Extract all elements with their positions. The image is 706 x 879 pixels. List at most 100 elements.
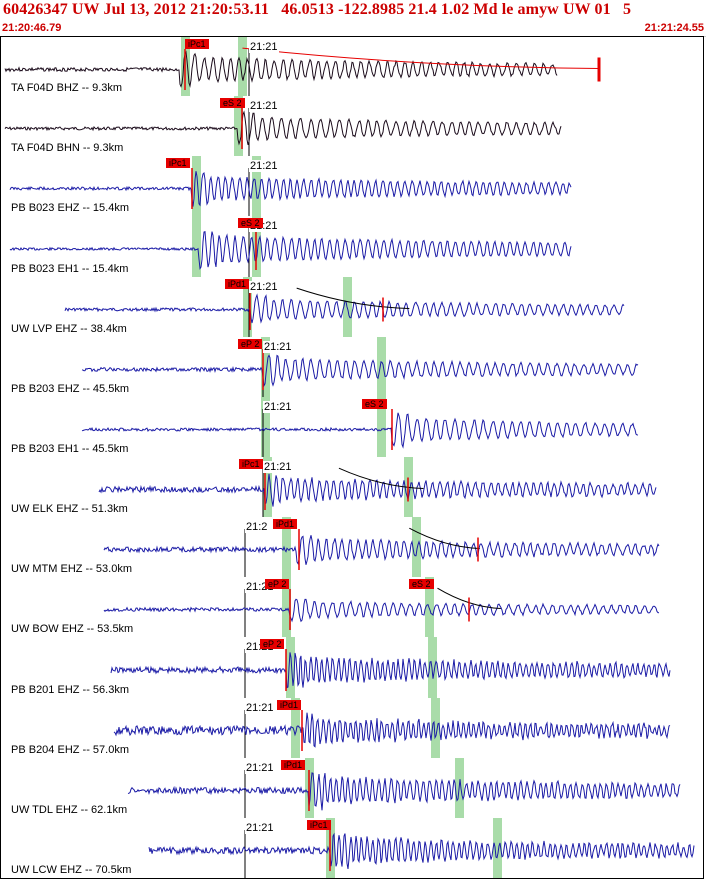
time-window-band xyxy=(412,517,421,577)
time-window-band xyxy=(286,637,295,698)
phase-pick-label[interactable]: eS 2 xyxy=(238,218,263,228)
trace-panel[interactable]: 21:21 eS 2 TA F04D BHN -- 9.3km xyxy=(0,96,704,157)
station-channel-label: PB B023 EHZ -- 15.4km xyxy=(10,202,130,214)
phase-pick-label[interactable]: iPd1 xyxy=(281,760,306,770)
station-channel-label: TA F04D BHN -- 9.3km xyxy=(10,142,125,154)
trace-panel[interactable]: 21:21 iPc1 UW ELK EHZ -- 51.3km xyxy=(0,457,704,518)
waveform-trace xyxy=(64,293,625,324)
waveform-trace xyxy=(98,473,657,507)
clock-label: 21:2 xyxy=(245,521,269,533)
station-channel-label: PB B204 EHZ -- 57.0km xyxy=(10,744,130,756)
station-channel-label: PB B203 EH1 -- 45.5km xyxy=(10,443,130,455)
trace-panel[interactable]: 21:21 eP 2 eS 2 UW BOW EHZ -- 53.5km xyxy=(0,577,704,638)
phase-pick-label[interactable]: iPd1 xyxy=(225,279,250,289)
seismogram-plot xyxy=(4,37,601,96)
clock-label: 21:21 xyxy=(245,702,275,714)
waveform-trace xyxy=(103,535,660,565)
waveform-trace xyxy=(9,231,572,270)
event-title: 60426347 UW Jul 13, 2012 21:20:53.11 46.… xyxy=(3,1,632,18)
coda-duration-curve xyxy=(409,527,480,549)
trace-panel[interactable]: 21:21 iPc1 PB B023 EHZ -- 15.4km xyxy=(0,156,704,217)
trace-panel[interactable]: 21:2 iPd1 UW MTM EHZ -- 53.0km xyxy=(0,517,704,578)
seismogram-plot xyxy=(81,397,639,457)
waveform-trace xyxy=(103,598,660,623)
clock-label: 21:21 xyxy=(249,281,279,293)
trace-panel[interactable]: 21:21 iPd1 PB B204 EHZ -- 57.0km xyxy=(0,698,704,759)
time-window-band xyxy=(428,637,437,698)
coda-duration-curve xyxy=(338,467,424,489)
time-window-band xyxy=(261,397,270,457)
end-time: 21:21:24.55 xyxy=(644,22,704,34)
station-channel-label: PB B023 EH1 -- 15.4km xyxy=(10,263,130,275)
phase-pick-label[interactable]: iPd1 xyxy=(277,700,302,710)
trace-panel[interactable]: 21:21 iPc1 UW LCW EHZ -- 70.5km xyxy=(0,818,704,879)
clock-label: 21:21 xyxy=(263,401,293,413)
trace-panel[interactable]: 21:21 iPd1 UW TDL EHZ -- 62.1km xyxy=(0,758,704,819)
station-channel-label: PB B203 EHZ -- 45.5km xyxy=(10,383,130,395)
station-channel-label: UW MTM EHZ -- 53.0km xyxy=(10,563,133,575)
waveform-trace xyxy=(113,712,671,748)
time-window-band xyxy=(377,397,386,457)
time-window-band xyxy=(493,818,502,878)
clock-label: 21:21 xyxy=(249,41,279,53)
waveform-trace xyxy=(9,171,572,207)
waveform-trace xyxy=(110,652,671,689)
seismogram-plot xyxy=(110,637,671,698)
time-window-band xyxy=(425,577,434,637)
trace-panel[interactable]: 21:21 eS 2 PB B203 EH1 -- 45.5km xyxy=(0,397,704,458)
time-window-band xyxy=(192,156,201,216)
time-window-band xyxy=(377,337,386,397)
coda-duration-curve xyxy=(296,287,410,309)
phase-pick-label[interactable]: eS 2 xyxy=(220,98,245,108)
trace-panel[interactable]: 21:21 eS 2 PB B023 EH1 -- 15.4km xyxy=(0,216,704,278)
trace-panel[interactable]: 21:21 iPc1 TA F04D BHZ -- 9.3km xyxy=(0,36,704,97)
station-channel-label: PB B201 EHZ -- 56.3km xyxy=(10,684,130,696)
time-window-band xyxy=(261,337,270,397)
station-channel-label: UW ELK EHZ -- 51.3km xyxy=(10,503,129,515)
station-channel-label: UW BOW EHZ -- 53.5km xyxy=(10,623,135,635)
seismogram-plot xyxy=(127,758,681,818)
time-window-band xyxy=(431,698,440,758)
coda-duration-curve xyxy=(242,47,600,69)
phase-pick-label[interactable]: iPd1 xyxy=(273,519,298,529)
trace-panel[interactable]: 21:21 eP 2 PB B203 EHZ -- 45.5km xyxy=(0,337,704,398)
event-header: 60426347 UW Jul 13, 2012 21:20:53.11 46.… xyxy=(0,0,706,37)
time-window-band xyxy=(252,156,261,216)
start-time: 21:20:46.79 xyxy=(2,22,62,34)
phase-pick-label[interactable]: eS 2 xyxy=(409,579,434,589)
seismogram-plot xyxy=(81,337,639,397)
time-window-band xyxy=(282,577,291,637)
trace-panel[interactable]: 21:21 iPd1 UW LVP EHZ -- 38.4km xyxy=(0,277,704,338)
phase-pick-label[interactable]: iPc1 xyxy=(185,39,209,49)
waveform-trace xyxy=(81,354,639,388)
waveform-trace xyxy=(148,832,695,869)
waveform-trace xyxy=(4,50,558,88)
time-window-band xyxy=(234,96,243,156)
phase-pick-label[interactable]: iPc1 xyxy=(239,459,263,469)
phase-pick-label[interactable]: iPc1 xyxy=(166,158,190,168)
seismogram-plot xyxy=(9,216,572,277)
clock-label: 21:21 xyxy=(249,160,279,172)
phase-pick-label[interactable]: eP 2 xyxy=(265,579,290,589)
seismogram-plot xyxy=(103,517,660,577)
seismogram-plot xyxy=(9,156,572,216)
station-channel-label: UW LCW EHZ -- 70.5km xyxy=(10,864,133,876)
trace-panel-stack: 21:21 iPc1 TA F04D BHZ -- 9.3km 21:21 eS 2 TA… xyxy=(0,36,706,879)
clock-label: 21:21 xyxy=(245,822,275,834)
phase-pick-label[interactable]: iPc1 xyxy=(307,820,331,830)
time-window-band xyxy=(238,37,247,96)
phase-pick-label[interactable]: eP 2 xyxy=(238,339,263,349)
time-window-band xyxy=(291,698,300,758)
phase-pick-label[interactable]: eP 2 xyxy=(260,639,285,649)
seismogram-plot xyxy=(98,457,657,517)
time-window-band xyxy=(282,517,291,577)
seismogram-plot xyxy=(64,277,625,337)
clock-label: 21:21 xyxy=(263,461,293,473)
station-channel-label: UW TDL EHZ -- 62.1km xyxy=(10,804,129,816)
seismogram-plot xyxy=(148,818,695,878)
seismogram-plot xyxy=(103,577,660,637)
time-window-band xyxy=(243,277,252,337)
phase-pick-label[interactable]: eS 2 xyxy=(362,399,387,409)
seismogram-plot xyxy=(113,698,671,758)
